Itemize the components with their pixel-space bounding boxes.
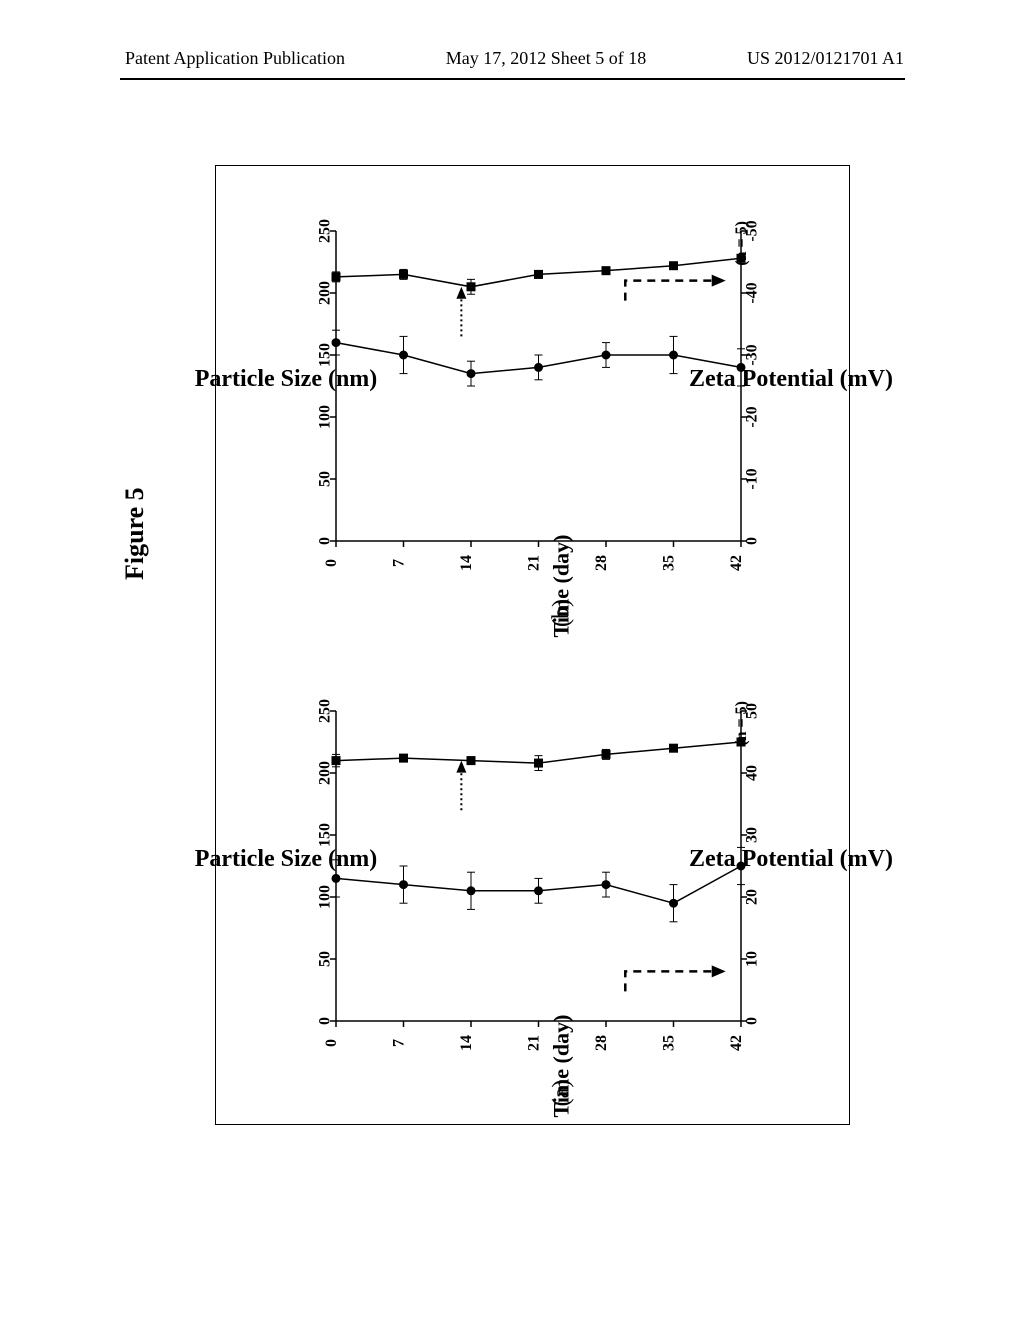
svg-text:-40: -40 — [744, 282, 761, 303]
svg-text:(a): (a) — [549, 1080, 575, 1107]
svg-text:0: 0 — [317, 537, 334, 545]
svg-text:35: 35 — [661, 555, 678, 571]
header-rule — [120, 78, 905, 80]
svg-text:42: 42 — [728, 555, 745, 571]
svg-text:21: 21 — [526, 1035, 543, 1051]
svg-text:Particle Size (nm): Particle Size (nm) — [195, 366, 378, 392]
svg-text:28: 28 — [593, 555, 610, 571]
svg-text:200: 200 — [317, 761, 334, 785]
header-center: May 17, 2012 Sheet 5 of 18 — [446, 48, 646, 69]
svg-text:14: 14 — [458, 555, 475, 571]
page-header: Patent Application Publication May 17, 2… — [0, 48, 1024, 69]
svg-text:7: 7 — [391, 1039, 408, 1047]
figure-title: Figure 5 — [120, 487, 150, 580]
header-left: Patent Application Publication — [125, 48, 345, 69]
chart-b: 0 7 14 21 28 35 42 0 50 100 150 200 250 0 -10 -20 -30 -40… — [241, 191, 826, 621]
svg-text:-10: -10 — [744, 468, 761, 489]
svg-text:250: 250 — [317, 219, 334, 243]
svg-text:21: 21 — [526, 555, 543, 571]
svg-text:250: 250 — [317, 699, 334, 723]
svg-text:Zeta Potential (mV): Zeta Potential (mV) — [689, 846, 893, 872]
svg-text:0: 0 — [317, 1017, 334, 1025]
figure-frame: 0714212835420501001502002500-10-20-30-40… — [215, 165, 850, 1125]
svg-text:35: 35 — [661, 1035, 678, 1051]
svg-text:14: 14 — [458, 1035, 475, 1051]
panel-a: 07142128354205010015020025001020304050Pa… — [241, 671, 826, 1101]
svg-text:200: 200 — [317, 281, 334, 305]
svg-text:150: 150 — [317, 343, 334, 367]
header-right: US 2012/0121701 A1 — [747, 48, 904, 69]
svg-text:28: 28 — [593, 1035, 610, 1051]
svg-text:50: 50 — [317, 471, 334, 487]
svg-text:30: 30 — [744, 827, 761, 843]
svg-text:0: 0 — [744, 537, 761, 545]
chart-a: 07142128354205010015020025001020304050Pa… — [241, 671, 826, 1101]
svg-text:42: 42 — [728, 1035, 745, 1051]
svg-text:Zeta Potential (mV): Zeta Potential (mV) — [689, 366, 893, 392]
svg-text:7: 7 — [391, 559, 408, 567]
svg-text:(b): (b) — [549, 599, 575, 627]
svg-text:150: 150 — [317, 823, 334, 847]
svg-text:Particle Size (nm): Particle Size (nm) — [195, 846, 378, 872]
svg-text:40: 40 — [744, 765, 761, 781]
svg-text:10: 10 — [744, 951, 761, 967]
svg-text:0: 0 — [323, 559, 340, 567]
svg-text:-20: -20 — [744, 406, 761, 427]
svg-text:50: 50 — [317, 951, 334, 967]
svg-text:20: 20 — [744, 889, 761, 905]
svg-text:100: 100 — [317, 885, 334, 909]
svg-text:-30: -30 — [744, 344, 761, 365]
svg-text:100: 100 — [317, 405, 334, 429]
svg-text:0: 0 — [744, 1017, 761, 1025]
svg-text:0: 0 — [323, 1039, 340, 1047]
panel-b: 0 7 14 21 28 35 42 0 50 100 150 200 250 0 -10 -20 -30 -40… — [241, 191, 826, 621]
